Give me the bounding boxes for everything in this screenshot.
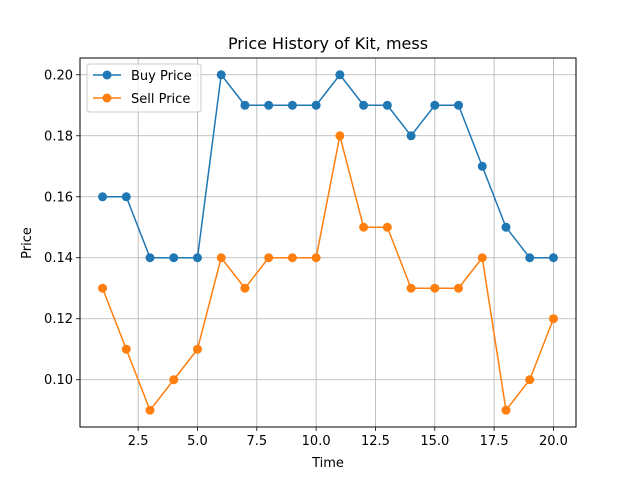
y-tick-label: 0.10 xyxy=(44,373,73,388)
data-point-sell-price xyxy=(454,283,464,293)
x-tick-label: 17.5 xyxy=(480,434,509,449)
data-point-sell-price xyxy=(359,222,369,232)
data-point-buy-price xyxy=(121,192,131,202)
data-point-sell-price xyxy=(287,253,297,263)
data-point-sell-price xyxy=(311,253,321,263)
data-point-sell-price xyxy=(145,405,155,415)
data-point-sell-price xyxy=(382,222,392,232)
data-point-sell-price xyxy=(169,375,179,385)
series-line-sell-price xyxy=(101,135,555,411)
x-tick-label: 15.0 xyxy=(420,434,449,449)
plot-area-frame xyxy=(79,57,577,428)
y-tick-label: 0.20 xyxy=(44,68,73,83)
data-point-buy-price xyxy=(477,161,487,171)
legend-label-buy-price: Buy Price xyxy=(131,69,192,84)
y-axis-label: Price xyxy=(20,227,35,259)
x-tick-label: 10.0 xyxy=(302,434,331,449)
grid xyxy=(80,58,576,427)
data-point-buy-price xyxy=(287,100,297,110)
data-point-buy-price xyxy=(501,222,511,232)
data-point-buy-price xyxy=(335,70,345,80)
data-point-sell-price xyxy=(264,253,274,263)
data-point-sell-price xyxy=(548,314,558,324)
x-tick-label: 12.5 xyxy=(361,434,390,449)
y-tick-label: 0.12 xyxy=(44,312,73,327)
legend-label-sell-price: Sell Price xyxy=(131,92,190,107)
data-point-buy-price xyxy=(98,192,108,202)
data-point-buy-price xyxy=(548,253,558,263)
data-point-buy-price xyxy=(359,100,369,110)
data-point-buy-price xyxy=(240,100,250,110)
y-tick-label: 0.18 xyxy=(44,129,73,144)
data-point-sell-price xyxy=(477,253,487,263)
data-point-sell-price xyxy=(501,405,511,415)
x-tick-label: 2.5 xyxy=(128,434,149,449)
data-point-buy-price xyxy=(216,70,226,80)
data-point-buy-price xyxy=(192,253,202,263)
x-tick-label: 20.0 xyxy=(539,434,568,449)
y-tick-label: 0.16 xyxy=(44,190,73,205)
data-point-buy-price xyxy=(311,100,321,110)
data-point-sell-price xyxy=(192,344,202,354)
legend-box xyxy=(86,63,202,113)
data-point-sell-price xyxy=(335,131,345,141)
data-point-sell-price xyxy=(406,283,416,293)
chart-legend: Buy Price Sell Price xyxy=(86,63,202,113)
x-axis-label: Time xyxy=(311,456,344,471)
chart-title: Price History of Kit, mess xyxy=(228,34,428,53)
data-point-sell-price xyxy=(121,344,131,354)
legend-marker-buy-price xyxy=(102,70,112,80)
axis-ticks: 2.5 5.0 7.5 10.0 12.5 15.0 17.5 20.0 0.10 0.12 0.1… xyxy=(44,68,568,449)
data-point-sell-price xyxy=(240,283,250,293)
data-point-buy-price xyxy=(264,100,274,110)
data-point-sell-price xyxy=(525,375,535,385)
data-point-buy-price xyxy=(169,253,179,263)
data-point-sell-price xyxy=(216,253,226,263)
data-point-sell-price xyxy=(430,283,440,293)
data-point-buy-price xyxy=(382,100,392,110)
x-tick-label: 7.5 xyxy=(246,434,267,449)
x-tick-label: 5.0 xyxy=(187,434,208,449)
data-point-buy-price xyxy=(454,100,464,110)
plot-series xyxy=(98,70,558,415)
y-tick-label: 0.14 xyxy=(44,251,73,266)
legend-marker-sell-price xyxy=(102,93,112,103)
data-point-buy-price xyxy=(525,253,535,263)
data-point-buy-price xyxy=(145,253,155,263)
data-point-sell-price xyxy=(98,283,108,293)
data-point-buy-price xyxy=(406,131,416,141)
data-point-buy-price xyxy=(430,100,440,110)
